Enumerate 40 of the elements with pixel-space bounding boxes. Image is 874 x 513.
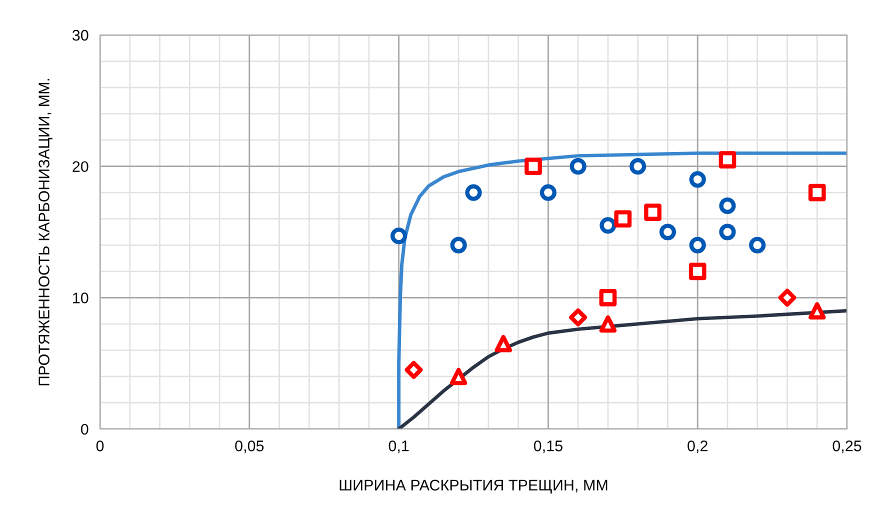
point [808,302,826,320]
line-series [397,309,847,429]
point [614,210,632,228]
point [540,184,556,201]
point [465,184,482,201]
point [718,151,736,168]
point [719,197,736,214]
point [524,158,542,176]
point [659,224,676,240]
point [450,236,467,254]
x-tick-label: 0,05 [235,440,264,454]
point [689,171,706,188]
point [599,315,617,333]
point [808,184,826,202]
point [570,158,586,175]
point [599,288,617,306]
point [569,308,588,326]
point [450,368,468,386]
x-axis-title: ШИРИНА РАСКРЫТИЯ ТРЕЩИН, ММ [340,480,608,494]
point [749,236,766,254]
y-tick-label: 30 [72,30,88,41]
x-tick-label: 0 [96,440,104,452]
point [719,224,736,240]
x-tick-label: 0,1 [388,440,409,454]
x-tick-label: 0,15 [534,440,562,454]
point [390,228,408,244]
point [778,288,796,307]
x-tick-label: 0,2 [688,440,708,454]
point [404,360,423,379]
point [494,334,512,352]
point [644,204,662,221]
point [688,262,706,280]
point [689,236,706,254]
y-tick-label: 0 [80,424,88,435]
y-tick-label: 10 [73,292,88,304]
x-tick-label: 0,25 [832,440,862,454]
point [630,158,646,175]
point [600,217,616,234]
y-tick-label: 20 [72,161,88,172]
y-axis-title: ПРОТЯЖЕННОСТЬ КАРБОНИЗАЦИИ, ММ. [38,78,52,386]
